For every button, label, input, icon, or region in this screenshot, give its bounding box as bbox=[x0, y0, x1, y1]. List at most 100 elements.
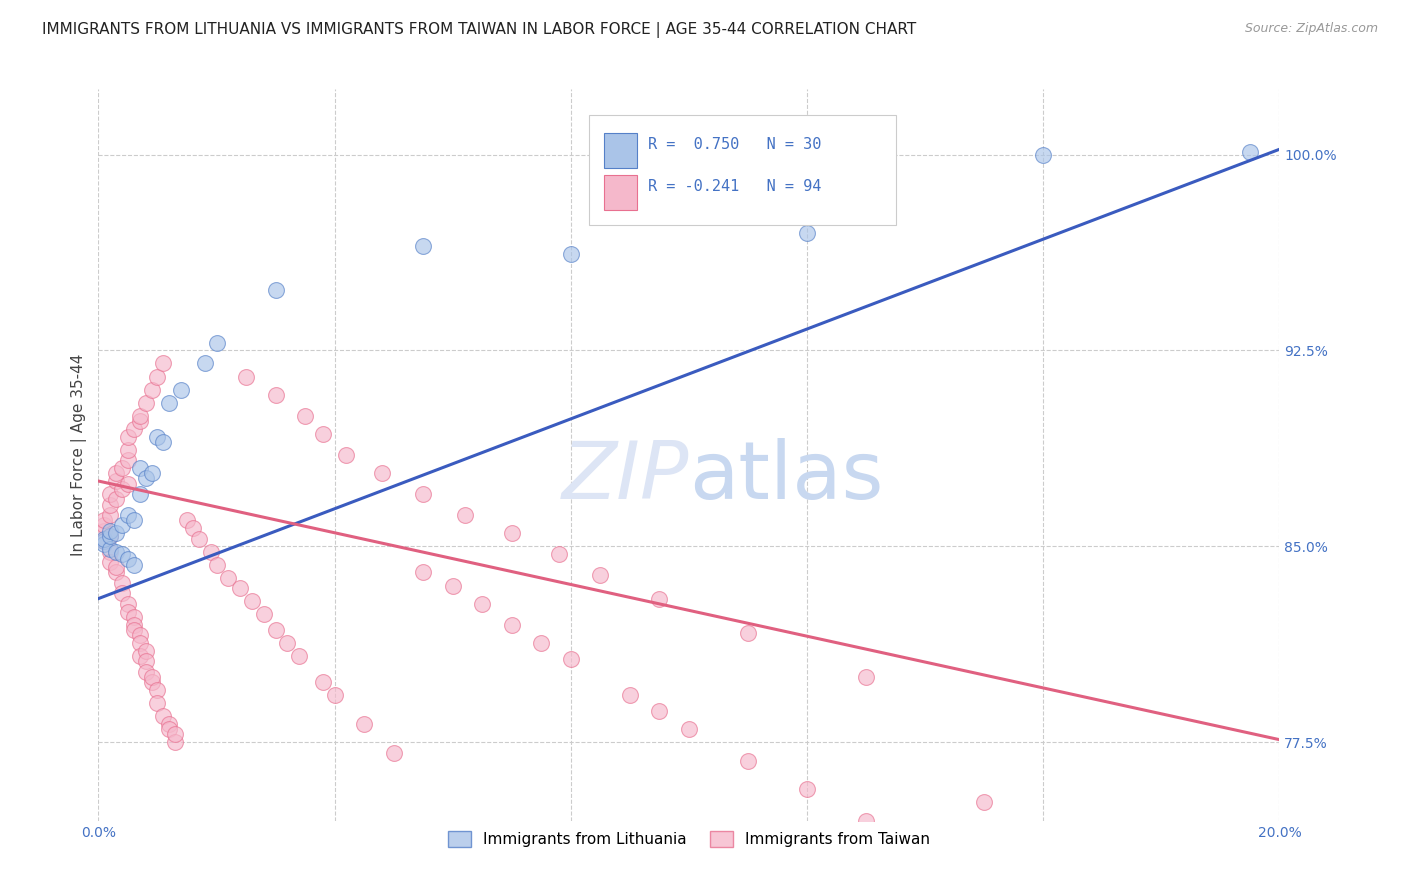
Point bbox=[117, 430, 139, 444]
Point bbox=[914, 845, 936, 859]
Point bbox=[157, 717, 180, 731]
Point bbox=[589, 568, 612, 582]
Point bbox=[105, 467, 128, 481]
Point bbox=[93, 524, 115, 538]
Point bbox=[152, 434, 174, 449]
Point bbox=[122, 422, 145, 436]
Point bbox=[128, 487, 150, 501]
Point bbox=[181, 521, 204, 535]
Point bbox=[264, 623, 287, 637]
Point bbox=[412, 566, 434, 580]
Point bbox=[146, 369, 169, 384]
Point bbox=[371, 467, 394, 481]
Point bbox=[98, 555, 121, 569]
Point bbox=[128, 414, 150, 428]
Point bbox=[453, 508, 475, 522]
Point bbox=[560, 246, 582, 260]
Point bbox=[93, 532, 115, 546]
Text: atlas: atlas bbox=[689, 438, 883, 516]
Point bbox=[157, 395, 180, 409]
Point bbox=[678, 723, 700, 737]
Point bbox=[93, 534, 115, 549]
Point bbox=[98, 544, 121, 558]
Point bbox=[141, 670, 163, 684]
Point bbox=[276, 636, 298, 650]
Point bbox=[117, 453, 139, 467]
Point bbox=[146, 696, 169, 710]
Point bbox=[122, 558, 145, 572]
Point bbox=[648, 591, 671, 606]
Point bbox=[98, 529, 121, 543]
Point bbox=[737, 625, 759, 640]
Point bbox=[98, 541, 121, 556]
Point bbox=[98, 498, 121, 512]
Point bbox=[855, 814, 877, 828]
Point bbox=[323, 688, 346, 702]
Point bbox=[170, 383, 193, 397]
Point bbox=[128, 409, 150, 423]
Point bbox=[412, 487, 434, 501]
Point bbox=[111, 586, 134, 600]
Point bbox=[98, 487, 121, 501]
Point bbox=[205, 335, 228, 350]
Point bbox=[229, 581, 252, 595]
FancyBboxPatch shape bbox=[605, 133, 637, 169]
Point bbox=[122, 513, 145, 527]
Point bbox=[93, 513, 115, 527]
Point bbox=[105, 526, 128, 541]
Point bbox=[382, 746, 405, 760]
Point bbox=[1032, 147, 1054, 161]
Point bbox=[157, 723, 180, 737]
Point bbox=[122, 610, 145, 624]
Point bbox=[165, 735, 187, 749]
Point bbox=[501, 617, 523, 632]
Point bbox=[294, 409, 316, 423]
Point bbox=[122, 617, 145, 632]
Point bbox=[111, 576, 134, 591]
Text: ZIP: ZIP bbox=[561, 438, 689, 516]
Point bbox=[737, 754, 759, 768]
Point bbox=[312, 427, 335, 442]
Point bbox=[98, 524, 121, 538]
Point bbox=[194, 356, 217, 370]
Point bbox=[117, 597, 139, 611]
Point bbox=[93, 518, 115, 533]
Point bbox=[152, 709, 174, 723]
Point bbox=[146, 683, 169, 698]
Point bbox=[105, 492, 128, 507]
Point bbox=[501, 526, 523, 541]
Point bbox=[648, 704, 671, 718]
Point bbox=[1239, 145, 1261, 159]
Point bbox=[264, 388, 287, 402]
Point bbox=[135, 665, 157, 679]
Point bbox=[111, 547, 134, 561]
Point bbox=[235, 369, 257, 384]
Point bbox=[530, 636, 553, 650]
Point bbox=[111, 482, 134, 496]
Point bbox=[105, 560, 128, 574]
Point bbox=[105, 544, 128, 558]
Point bbox=[412, 239, 434, 253]
Text: IMMIGRANTS FROM LITHUANIA VS IMMIGRANTS FROM TAIWAN IN LABOR FORCE | AGE 35-44 C: IMMIGRANTS FROM LITHUANIA VS IMMIGRANTS … bbox=[42, 22, 917, 38]
Point bbox=[240, 594, 263, 608]
FancyBboxPatch shape bbox=[605, 175, 637, 210]
Point bbox=[117, 552, 139, 566]
Point bbox=[117, 442, 139, 457]
Point bbox=[335, 448, 357, 462]
Text: Source: ZipAtlas.com: Source: ZipAtlas.com bbox=[1244, 22, 1378, 36]
Point bbox=[796, 226, 818, 240]
Point bbox=[93, 537, 115, 551]
Point bbox=[855, 670, 877, 684]
Point bbox=[200, 544, 222, 558]
Point bbox=[128, 648, 150, 663]
Point bbox=[105, 566, 128, 580]
Point bbox=[312, 675, 335, 690]
Point bbox=[176, 513, 198, 527]
Point bbox=[122, 623, 145, 637]
Point bbox=[98, 529, 121, 543]
Point bbox=[141, 675, 163, 690]
Point bbox=[165, 727, 187, 741]
Point bbox=[264, 284, 287, 298]
Point bbox=[217, 571, 239, 585]
FancyBboxPatch shape bbox=[589, 115, 896, 225]
